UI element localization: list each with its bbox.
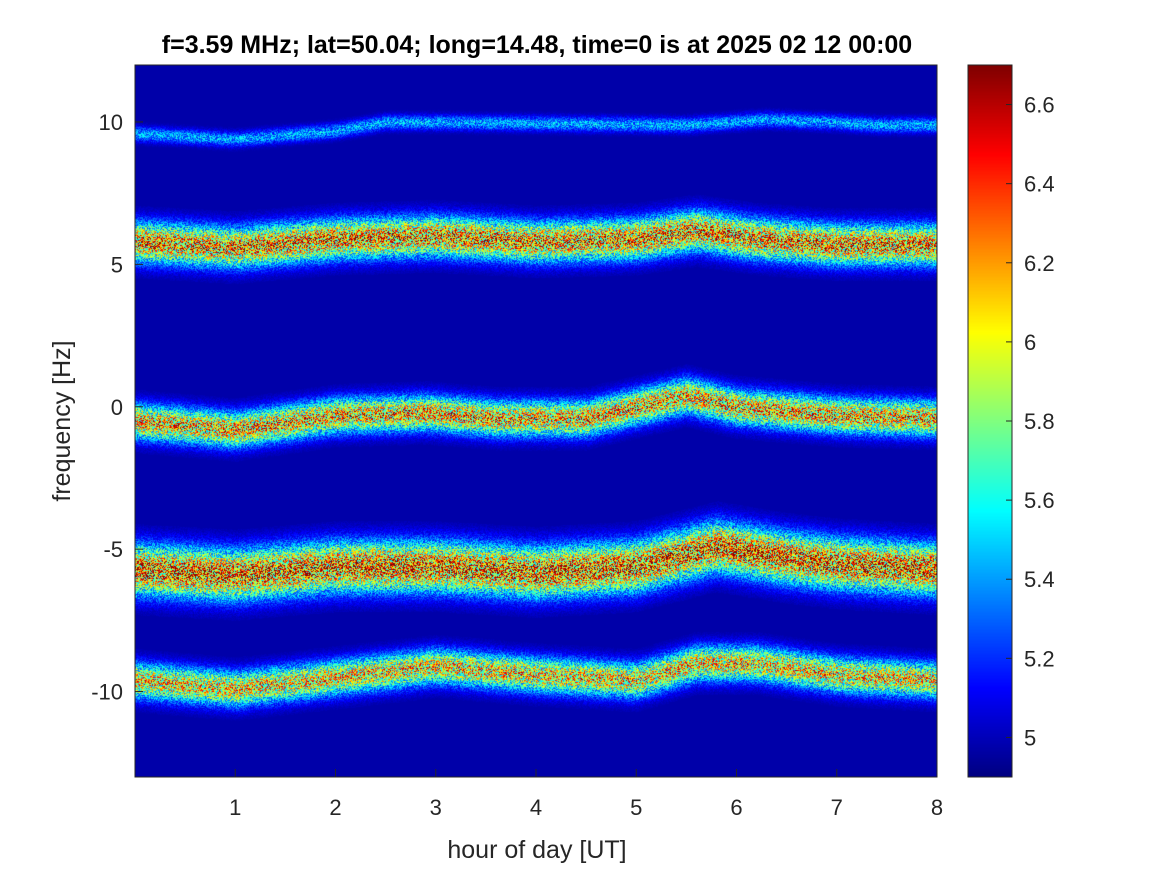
colorbar-tick-label: 6.4 bbox=[1024, 172, 1055, 197]
y-tick-label: -10 bbox=[91, 680, 123, 705]
x-axis-label: hour of day [UT] bbox=[447, 836, 626, 864]
x-tick-label: 2 bbox=[329, 795, 341, 820]
x-tick-label: 5 bbox=[630, 795, 642, 820]
colorbar-tick-label: 6.2 bbox=[1024, 251, 1055, 276]
colorbar-tick-label: 5.6 bbox=[1024, 488, 1055, 513]
y-tick-label: -5 bbox=[103, 537, 123, 562]
y-axis-ticks: -10 -5 0 5 10 bbox=[91, 110, 143, 705]
y-tick-label: 10 bbox=[99, 110, 123, 135]
x-tick-label: 8 bbox=[931, 795, 943, 820]
colorbar-ticks: 5 5.2 5.4 5.6 5.8 6 6.2 6.4 6.6 bbox=[1006, 93, 1055, 750]
colorbar: 5 5.2 5.4 5.6 5.8 6 6.2 6.4 6.6 bbox=[967, 64, 1055, 778]
colorbar-tick-label: 5.4 bbox=[1024, 567, 1055, 592]
chart-title: f=3.59 MHz; lat=50.04; long=14.48, time=… bbox=[162, 31, 912, 59]
colorbar-tick-label: 5.2 bbox=[1024, 646, 1055, 671]
x-tick-label: 4 bbox=[530, 795, 542, 820]
x-tick-label: 3 bbox=[430, 795, 442, 820]
y-tick-label: 0 bbox=[111, 395, 123, 420]
y-axis-label: frequency [Hz] bbox=[48, 340, 76, 501]
x-tick-label: 1 bbox=[229, 795, 241, 820]
colorbar-tick-label: 6 bbox=[1024, 330, 1036, 355]
x-axis-ticks: 1 2 3 4 5 6 7 8 bbox=[229, 769, 943, 820]
colorbar-tick-label: 5 bbox=[1024, 725, 1036, 750]
heatmap-image bbox=[135, 65, 937, 777]
x-tick-label: 7 bbox=[831, 795, 843, 820]
x-tick-label: 6 bbox=[730, 795, 742, 820]
colorbar-tick-label: 6.6 bbox=[1024, 93, 1055, 118]
colorbar-gradient bbox=[968, 65, 1012, 777]
y-tick-label: 5 bbox=[111, 252, 123, 277]
colorbar-tick-label: 5.8 bbox=[1024, 409, 1055, 434]
